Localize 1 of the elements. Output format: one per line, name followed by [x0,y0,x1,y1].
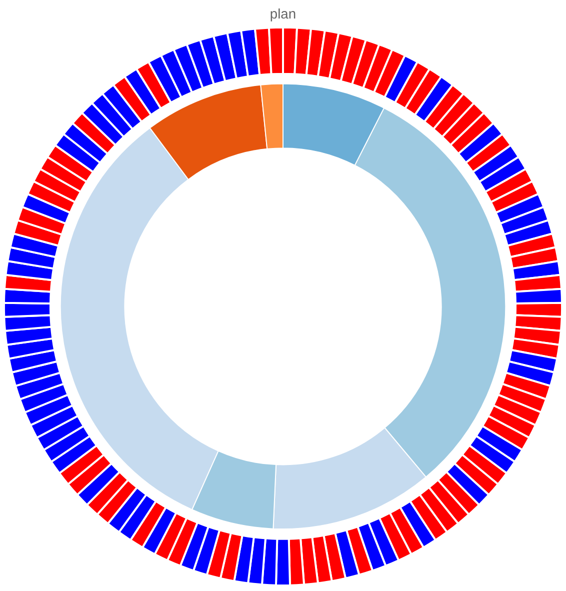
chart-title: plan [270,5,296,22]
